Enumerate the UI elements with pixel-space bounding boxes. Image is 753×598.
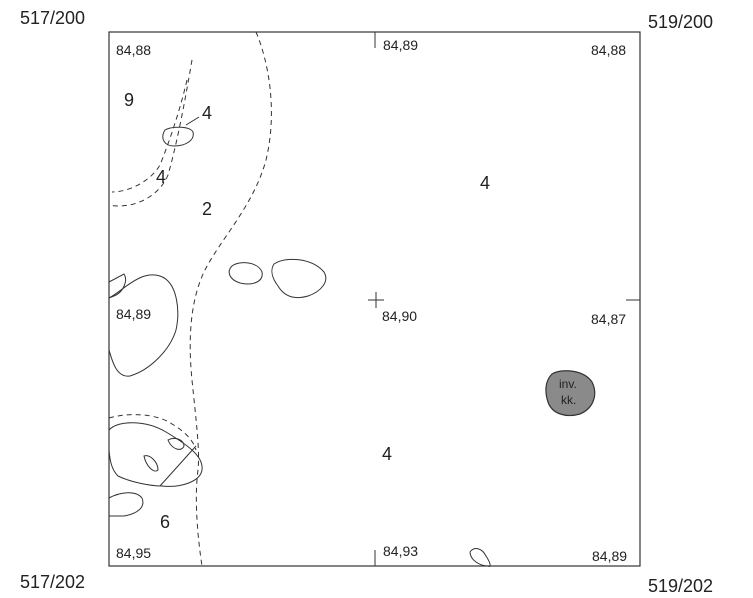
zone-label-4-small: 4 — [202, 103, 212, 123]
corner-label-bottom-right: 519/202 — [648, 576, 714, 596]
outline-bottom-small — [469, 548, 491, 567]
corner-label-bottom-left: 517/202 — [20, 572, 86, 592]
map-frame — [108, 31, 641, 567]
outline-lower-left — [108, 422, 203, 487]
outline-lower-diagonal — [159, 445, 197, 487]
zone-label-6: 6 — [160, 512, 170, 532]
elevation-top-mid: 84,89 — [383, 37, 418, 53]
elevation-bottom-left: 84,95 — [116, 545, 151, 561]
elevation-mid-right: 84,87 — [591, 311, 626, 327]
inv-label-line2: kk. — [561, 393, 576, 407]
outline-left-edge-small — [108, 273, 127, 299]
zone-label-4-bottom: 4 — [382, 444, 392, 464]
corner-label-top-left: 517/200 — [20, 8, 86, 28]
outline-blob-center — [271, 258, 327, 299]
zone-label-9: 9 — [124, 90, 134, 110]
outline-blob-center-left — [228, 262, 263, 285]
outline-lower-tiny-2 — [143, 455, 159, 472]
zone-label-4-left: 4 — [156, 167, 166, 187]
corner-label-top-right: 519/200 — [648, 12, 714, 32]
leader-line-4 — [185, 116, 200, 126]
elevation-top-left: 84,88 — [116, 42, 151, 58]
zone-label-4-right: 4 — [480, 173, 490, 193]
elevation-bottom-mid: 84,93 — [383, 543, 418, 559]
inv-label-line1: inv. — [559, 377, 577, 391]
elevation-bottom-right: 84,89 — [592, 548, 627, 564]
elevation-center: 84,90 — [382, 308, 417, 324]
dashed-boundary-inner-arc — [111, 79, 188, 193]
inv-kk-feature — [545, 370, 596, 417]
outline-left-large — [108, 274, 179, 377]
dashed-boundary-lower — [108, 414, 197, 451]
outline-lower-tiny-1 — [167, 437, 185, 450]
elevation-mid-left: 84,89 — [116, 306, 151, 322]
dashed-boundary-main — [189, 31, 272, 567]
outline-small-top — [162, 126, 194, 147]
outline-bottom-left — [108, 492, 144, 517]
elevation-top-right: 84,88 — [591, 42, 626, 58]
zone-label-2: 2 — [202, 199, 212, 219]
dashed-boundary-left-arc — [108, 59, 193, 207]
